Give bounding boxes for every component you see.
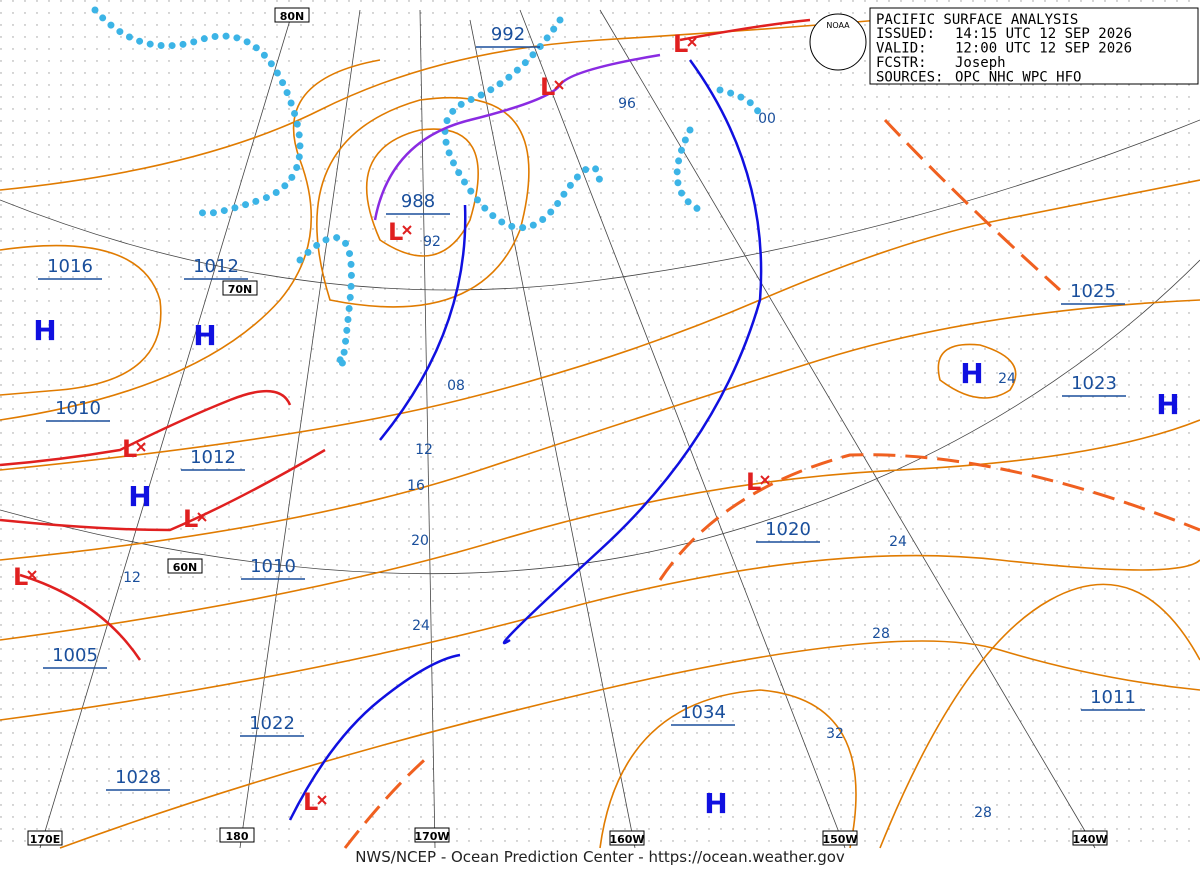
low-center: L	[540, 73, 555, 101]
pressure-label: 1005	[52, 645, 98, 666]
grid-label-box	[414, 827, 450, 843]
pressure-label: 1012	[190, 447, 236, 468]
low-cross	[554, 80, 564, 90]
high-center: H	[128, 480, 151, 513]
isobar-label: 28	[872, 626, 890, 642]
logo-text: NOAA	[826, 21, 850, 30]
pressure-label: 1034	[680, 702, 726, 723]
low-center: L	[13, 563, 28, 591]
low-cross	[402, 225, 412, 235]
isobar-label: 12	[123, 570, 141, 586]
high-center: H	[704, 787, 727, 820]
info-value: 14:15 UTC 12 SEP 2026	[955, 26, 1132, 42]
grid-label: 140W	[1072, 833, 1107, 846]
info-label: VALID:	[876, 41, 927, 57]
isobar-label: 28	[974, 805, 992, 821]
low-center: L	[183, 505, 198, 533]
grid-label-box	[609, 830, 645, 846]
isobar-label: 24	[998, 371, 1016, 387]
pressure-label: 1011	[1090, 687, 1136, 708]
high-center: H	[960, 357, 983, 390]
ice-edge	[91, 6, 764, 371]
pressure-label: 1012	[193, 256, 239, 277]
low-cross	[136, 442, 146, 452]
pressure-label: 1028	[115, 767, 161, 788]
pressure-label: 992	[491, 24, 525, 45]
grid-label: 170W	[414, 830, 449, 843]
pressure-label: 988	[401, 191, 435, 212]
footer: NWS/NCEP - Ocean Prediction Center - htt…	[355, 848, 845, 866]
isobar-label: 20	[411, 533, 429, 549]
isobar-label: 00	[758, 111, 776, 127]
low-cross	[317, 795, 327, 805]
pressure-label: 1016	[47, 256, 93, 277]
grid-label-box	[1072, 830, 1108, 846]
isobar-label: 32	[826, 726, 844, 742]
low-center: L	[388, 218, 403, 246]
info-label: FCSTR:	[876, 55, 927, 71]
grid-label-box	[219, 827, 255, 843]
grid-label-box	[27, 830, 63, 846]
info-label: ISSUED:	[876, 26, 935, 42]
grid-label: 60N	[173, 561, 198, 574]
low-center: L	[673, 30, 688, 58]
low-center: L	[303, 788, 318, 816]
info-box: NOAA PACIFIC SURFACE ANALYSIS	[809, 7, 1199, 85]
isobar-label: 24	[889, 534, 907, 550]
grid-label-box	[167, 558, 203, 574]
meridians	[0, 9, 1200, 849]
high-center: H	[1156, 388, 1179, 421]
low-cross	[760, 475, 770, 485]
grid-label: 80N	[280, 10, 305, 23]
grid-label-box	[222, 280, 258, 296]
grid-label: 180	[226, 830, 249, 843]
isobar-label: 92	[423, 234, 441, 250]
logo-circle	[809, 13, 867, 71]
grid-label-box	[822, 830, 858, 846]
isobar-label: 08	[447, 378, 465, 394]
high-center: H	[33, 314, 56, 347]
low-center: L	[122, 435, 137, 463]
pressure-label: 1025	[1070, 281, 1116, 302]
grid-label: 170E	[30, 833, 60, 846]
info-value: Joseph	[955, 55, 1006, 71]
isobar-label: 16	[407, 478, 425, 494]
pressure-label: 1022	[249, 713, 295, 734]
grid-label: 70N	[228, 283, 253, 296]
fronts	[0, 18, 1200, 849]
grid-label-box	[274, 7, 310, 23]
info-label: SOURCES:	[876, 70, 943, 86]
pressure-label: 1023	[1071, 373, 1117, 394]
isobar-label: 24	[412, 618, 430, 634]
info-value: 12:00 UTC 12 SEP 2026	[955, 41, 1132, 57]
low-cross	[197, 512, 207, 522]
grid-label: 150W	[822, 833, 857, 846]
info-title: PACIFIC SURFACE ANALYSIS	[876, 12, 1078, 28]
map-background	[0, 0, 1200, 848]
low-cross	[687, 37, 697, 47]
isobar-label: 96	[618, 96, 636, 112]
isobar-label: 12	[415, 442, 433, 458]
pressure-label: 1020	[765, 519, 811, 540]
high-center: H	[193, 319, 216, 352]
info-value: OPC NHC WPC HFO	[955, 70, 1081, 86]
pressure-label: 1010	[55, 398, 101, 419]
low-center: L	[746, 468, 761, 496]
grid-label: 160W	[609, 833, 644, 846]
info-box-frame	[869, 7, 1199, 85]
pressure-label: 1010	[250, 556, 296, 577]
low-cross	[27, 570, 37, 580]
